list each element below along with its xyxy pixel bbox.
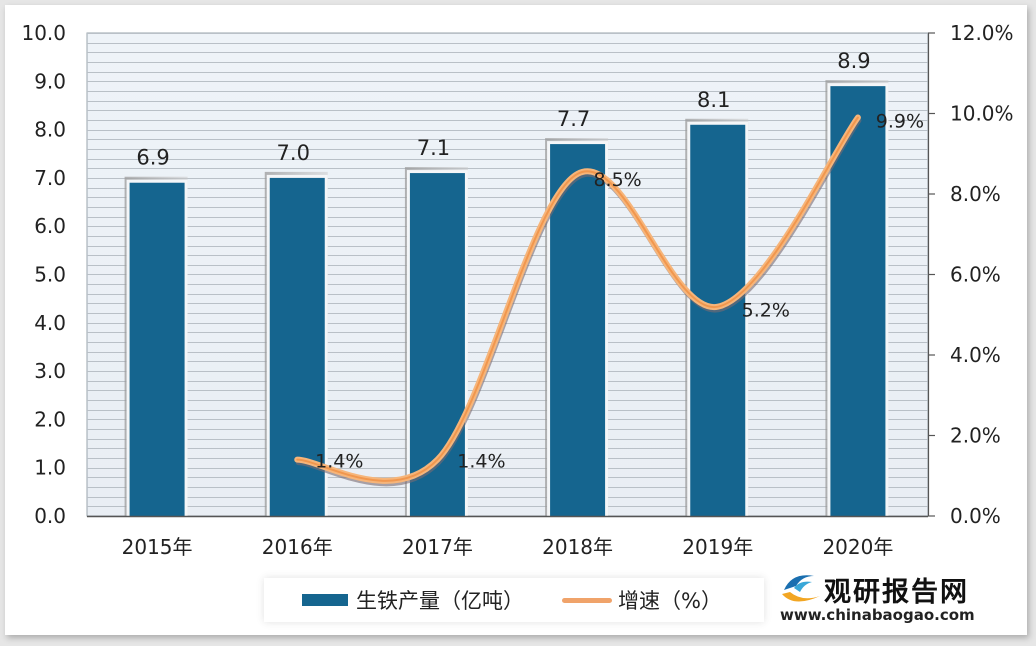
legend-item-production[interactable]: 生铁产量（亿吨） <box>302 585 524 615</box>
right-axis-tick: 2.0% <box>950 424 1001 448</box>
left-axis-tick: 10.0 <box>21 21 66 45</box>
category-label: 2019年 <box>682 535 753 559</box>
watermark-title: 观研报告网 <box>824 577 969 608</box>
bar-value-label: 7.7 <box>557 107 590 131</box>
left-axis-tick: 9.0 <box>34 69 66 93</box>
bar-value-label: 7.0 <box>277 141 310 165</box>
right-axis-tick: 12.0% <box>950 21 1014 45</box>
bar-value-label: 6.9 <box>136 146 169 170</box>
legend: 生铁产量（亿吨） 增速（%） <box>264 578 764 622</box>
left-axis-tick: 7.0 <box>34 166 66 190</box>
line-value-label: 9.9% <box>876 111 924 133</box>
right-axis-tick: 6.0% <box>950 263 1001 287</box>
bar-2015年[interactable] <box>129 182 185 517</box>
left-axis-tick: 6.0 <box>34 214 66 238</box>
category-label: 2017年 <box>402 535 473 559</box>
watermark-logo: 观研报告网 www.chinabaogao.com <box>780 568 990 628</box>
right-axis-tick: 0.0% <box>950 504 1001 528</box>
line-value-label: 1.4% <box>315 451 363 473</box>
axes: 0.0 1.0 2.0 3.0 4.0 5.0 6.0 7.0 8.0 9.0 10.0 0.0% 2.… <box>21 21 1013 559</box>
category-label: 2016年 <box>262 535 333 559</box>
bar-2019年[interactable] <box>690 124 746 517</box>
category-label: 2015年 <box>122 535 193 559</box>
data-labels: 6.9 7.0 7.1 7.7 8.1 8.9 1.4% 1.4% 8.5% 5.2% 9.9% <box>136 49 924 473</box>
line-value-label: 5.2% <box>742 300 790 322</box>
bar-2018年[interactable] <box>550 144 606 516</box>
line-series <box>294 114 862 487</box>
left-axis-tick: 0.0 <box>34 504 66 528</box>
bar-swatch-icon <box>302 594 348 606</box>
legend-item-growth[interactable]: 增速（%） <box>562 585 722 615</box>
line-value-label: 1.4% <box>457 451 505 473</box>
bar-value-label: 8.9 <box>837 49 870 73</box>
category-label: 2020年 <box>822 535 893 559</box>
left-axis-tick: 8.0 <box>34 118 66 142</box>
legend-label-production: 生铁产量（亿吨） <box>356 589 524 613</box>
gridlines <box>87 33 928 507</box>
bar-2020年[interactable] <box>830 86 886 516</box>
growth-line-core <box>296 116 859 482</box>
right-axis-tick: 4.0% <box>950 343 1001 367</box>
right-axis-tick: 10.0% <box>950 102 1014 126</box>
bar-value-label: 7.1 <box>417 136 450 160</box>
line-swatch-icon <box>562 597 612 603</box>
category-label: 2018年 <box>542 535 613 559</box>
right-axis-tick: 8.0% <box>950 182 1001 206</box>
eye-logo-icon <box>782 575 820 602</box>
left-axis-tick: 1.0 <box>34 456 66 480</box>
bar-value-label: 8.1 <box>697 88 730 112</box>
watermark-url: www.chinabaogao.com <box>780 606 975 624</box>
line-value-label: 8.5% <box>593 169 641 191</box>
left-axis-tick: 2.0 <box>34 407 66 431</box>
left-axis-tick: 5.0 <box>34 263 66 287</box>
legend-label-growth: 增速（%） <box>618 589 722 613</box>
left-axis-tick: 4.0 <box>34 311 66 335</box>
left-axis-tick: 3.0 <box>34 359 66 383</box>
